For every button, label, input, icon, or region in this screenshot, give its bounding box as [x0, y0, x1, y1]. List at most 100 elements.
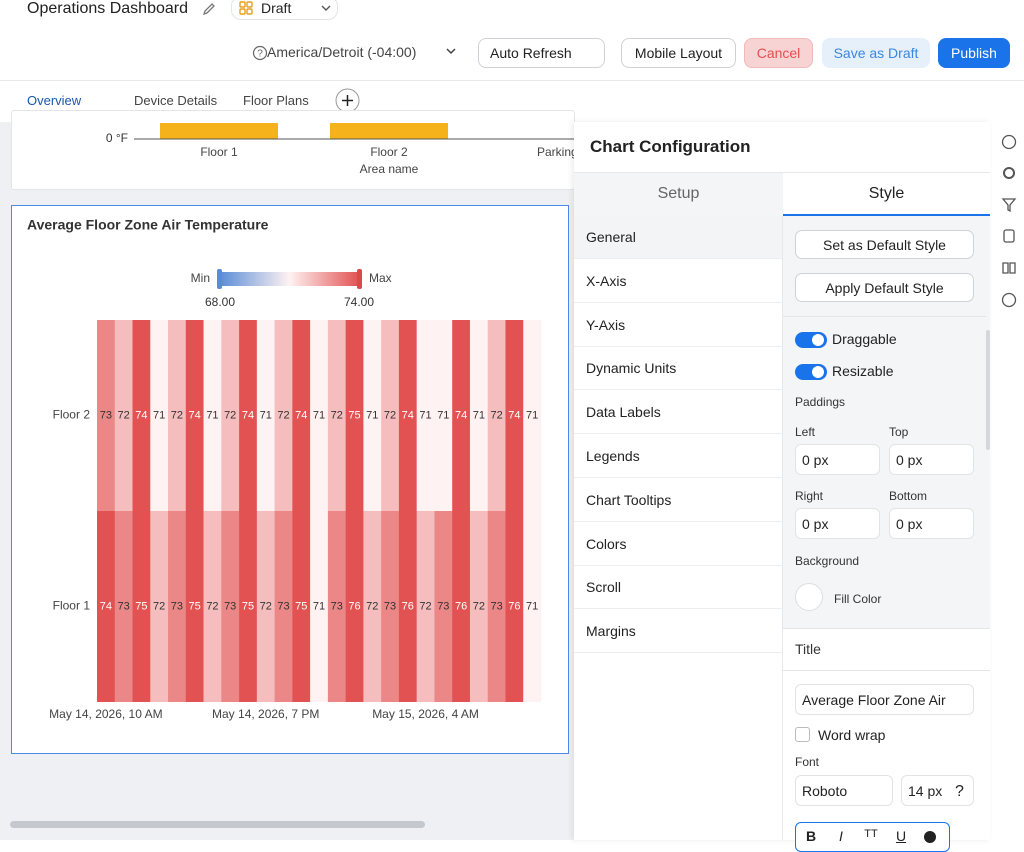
title-input[interactable]: Average Floor Zone Air [795, 684, 974, 715]
help-icon: ? [955, 783, 964, 801]
heatmap: Average Floor Zone Air Temperature Min Max… [27, 217, 542, 721]
cell-label: 71 [313, 600, 325, 612]
menu-item[interactable]: Y-Axis [574, 303, 782, 347]
cell-label: 72 [490, 409, 502, 421]
cell-label: 74 [189, 409, 201, 421]
menu-item[interactable]: Dynamic Units [574, 347, 782, 391]
style-button[interactable]: Set as Default Style [795, 230, 974, 259]
heatmap-cell [469, 511, 489, 702]
heatmap-widget[interactable]: Average Floor Zone Air Temperature Min Max… [11, 205, 569, 754]
cell-label: 74 [242, 409, 254, 421]
status-icon [239, 1, 253, 15]
rail-icon[interactable] [1003, 167, 1015, 179]
cell-label: 73 [437, 600, 449, 612]
format-button[interactable]: I [839, 828, 843, 844]
timezone[interactable]: America/Detroit (-04:00) [267, 44, 417, 60]
tab[interactable]: Overview [27, 93, 82, 108]
toggle-knob [812, 366, 824, 378]
heatmap-cell [310, 511, 329, 702]
header-button[interactable]: Publish [938, 38, 1010, 68]
menu-item[interactable]: X-Axis [574, 259, 782, 303]
color-swatch[interactable] [795, 583, 823, 611]
header-button[interactable]: Mobile Layout [621, 38, 736, 68]
status-dropdown[interactable]: Draft [231, 0, 338, 20]
toggle[interactable] [795, 364, 827, 380]
section-label: Background [795, 554, 860, 568]
cell-label: 73 [100, 409, 112, 421]
config-tab[interactable]: Setup [574, 173, 783, 216]
rail-icon[interactable] [1001, 134, 1017, 150]
divider [783, 628, 990, 629]
cell-label: 72 [224, 409, 236, 421]
heatmap-cell [523, 511, 542, 702]
config-title: Chart Configuration [590, 137, 751, 156]
header-button[interactable]: Cancel [744, 38, 813, 68]
rail-icon[interactable] [1003, 229, 1015, 243]
padding-input[interactable]: 0 px [889, 444, 974, 475]
rail-icon[interactable] [1002, 262, 1016, 274]
category-label: Parking [537, 145, 574, 159]
header-button[interactable]: Auto Refresh [478, 38, 605, 68]
heatmap-cell [398, 511, 417, 702]
cell-label: 73 [277, 600, 289, 612]
legend-handle[interactable] [217, 269, 222, 289]
cell-label: 74 [402, 409, 414, 421]
heatmap-cell [381, 320, 400, 511]
panel-scrollbar [986, 330, 990, 450]
heatmap-cell [274, 320, 293, 511]
legend-gradient [220, 272, 359, 286]
rail-icon[interactable] [1001, 292, 1017, 308]
format-button[interactable]: TT [864, 828, 878, 840]
color-dot[interactable] [924, 831, 936, 843]
cell-label: 72 [331, 409, 343, 421]
format-button[interactable]: U [895, 828, 907, 844]
cell-label: 75 [189, 600, 201, 612]
heatmap-cell [274, 511, 293, 702]
tab[interactable]: Device Details [134, 93, 218, 108]
style-button[interactable]: Apply Default Style [795, 273, 974, 302]
menu-item[interactable]: General [574, 216, 782, 259]
heatmap-cell [114, 511, 133, 702]
heatmap-cell [363, 320, 382, 511]
checkbox[interactable] [795, 727, 810, 742]
padding-input[interactable]: 0 px [795, 508, 880, 539]
checkbox-label: Word wrap [818, 727, 886, 743]
cell-label: 71 [419, 409, 431, 421]
heatmap-cell [310, 320, 329, 511]
edit-icon[interactable] [201, 1, 217, 17]
cell-label: 75 [348, 409, 360, 421]
chevron [446, 48, 456, 55]
menu-item[interactable]: Margins [574, 610, 782, 654]
bar-widget: 0 °F Floor 1 Floor 2 Parking Area name [11, 110, 575, 190]
menu-item[interactable]: Chart Tooltips [574, 478, 782, 522]
format-button[interactable]: B [805, 828, 817, 844]
header-button[interactable]: Save as Draft [822, 38, 930, 68]
cell-label: 73 [490, 600, 502, 612]
heatmap-cell [505, 320, 524, 511]
menu-item[interactable]: Colors [574, 522, 782, 566]
config-tab[interactable]: Style [783, 173, 990, 216]
tab[interactable]: Floor Plans [243, 93, 309, 108]
rail-icon[interactable] [1001, 198, 1017, 213]
heatmap-cell [487, 320, 506, 511]
heatmap-cell [256, 511, 275, 702]
heatmap-cell [292, 511, 311, 702]
format-toolbar: B I TT U [795, 822, 950, 852]
heatmap-cell [203, 320, 222, 511]
scrollbar[interactable] [10, 821, 425, 828]
menu-item[interactable]: Legends [574, 435, 782, 478]
menu-item[interactable]: Data Labels [574, 391, 782, 435]
menu-item[interactable]: Scroll [574, 566, 782, 610]
cell-label: 74 [508, 409, 520, 421]
field-label: Font [795, 755, 820, 769]
padding-input[interactable]: 0 px [889, 508, 974, 539]
heatmap-cell [97, 511, 116, 702]
toggle[interactable] [795, 332, 827, 348]
legend-handle[interactable] [357, 269, 362, 289]
font-size-input[interactable]: 14 px [901, 775, 974, 806]
cell-label: 72 [153, 600, 165, 612]
padding-input[interactable]: 0 px [795, 444, 880, 475]
heatmap-cell [168, 320, 187, 511]
font-select[interactable]: Roboto [795, 775, 893, 806]
toggle-knob [812, 334, 824, 346]
